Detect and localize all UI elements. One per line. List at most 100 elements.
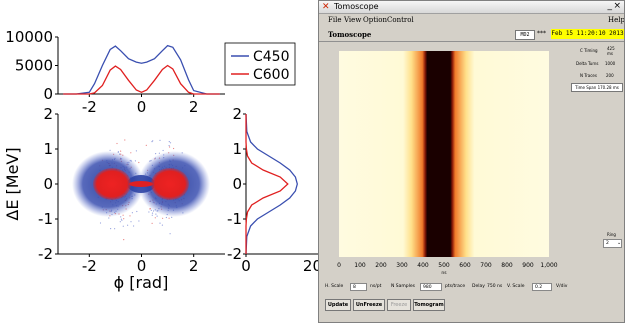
scatter-point (150, 209, 152, 211)
menu-option[interactable]: Option (363, 16, 387, 24)
right-xtick-label: 0 (241, 257, 251, 275)
h-scale-unit: ns/pt (370, 284, 382, 289)
c600-cloud-left (93, 168, 131, 200)
scatter-point (169, 142, 172, 144)
scatter-ytick-label: -2 (38, 245, 53, 263)
header-row: Tomoscope MD2 *** Feb 15 11:20:10 2013 (319, 27, 624, 42)
scatter-point (152, 140, 154, 142)
scatter-point (159, 222, 161, 224)
tomoscope-xtick-label: 300 (396, 262, 408, 269)
scatter-point (114, 228, 116, 230)
scatter-point (138, 220, 140, 222)
top-ytick-label: 0 (43, 85, 53, 103)
top-series-c600 (63, 64, 220, 95)
scatter-point (148, 211, 150, 213)
ring-selector[interactable]: 2 (603, 239, 622, 248)
v-scale-select[interactable]: 0.2 (532, 283, 552, 291)
scatter-point (134, 160, 136, 162)
tomogram-button[interactable]: Tomogram (413, 299, 445, 311)
right-ytick-label: 1 (232, 140, 242, 158)
c600-cloud-waist (129, 181, 153, 187)
scatter-xtick-label: 2 (189, 257, 199, 275)
top-xtick-label: 0 (137, 98, 147, 116)
h-scale-select[interactable]: 8 (350, 283, 367, 291)
scatter-point (136, 210, 138, 213)
scatter-point (135, 150, 137, 152)
scatter-point (162, 217, 164, 219)
ring-dropdown-icon[interactable]: ⌄ (617, 240, 622, 246)
scatter-point (124, 139, 126, 141)
scatter-point (156, 215, 158, 217)
tomoscope-xtick-label: 200 (375, 262, 387, 269)
md-selector[interactable]: MD2 (515, 30, 535, 40)
v-scale-unit: V/div (556, 284, 568, 289)
tomoscope-xtick-label: 500 (438, 262, 450, 269)
status-stars: *** (537, 30, 546, 37)
scatter-point (155, 153, 157, 155)
h-scale-label: H. Scale (325, 284, 344, 289)
y-axis-label: ΔE [MeV] (3, 147, 22, 220)
scatter-point (116, 142, 118, 145)
tomoscope-heatmap (339, 51, 549, 257)
tomoscope-x-unit: ns (441, 271, 447, 275)
n-samples-label: N Samples (391, 284, 416, 289)
legend-label-c450: C450 (253, 49, 290, 65)
tomoscope-window: ✕ Tomoscope _ × File View Option Control… (318, 0, 625, 323)
unfreeze-button[interactable]: UnFreeze (353, 299, 385, 311)
window-title: Tomoscope (334, 2, 379, 11)
scatter-ticks: -2 -1 0 1 2 -2 0 2 (38, 105, 198, 275)
scatter-point (130, 221, 132, 223)
top-ytick-label: 5000 (15, 57, 53, 75)
tomoscope-xtick-label: 400 (417, 262, 429, 269)
update-button[interactable]: Update (325, 299, 351, 311)
delay-value: 750 ns (487, 284, 503, 289)
scatter-xtick-label: -2 (82, 257, 97, 275)
scatter-point (120, 150, 122, 152)
minimize-button[interactable]: _ (607, 1, 613, 11)
scatter-point (122, 214, 124, 216)
scatter-point (168, 141, 170, 143)
top-projection-plot: 0 5000 10000 -2 0 2 (5, 28, 225, 116)
delta-turns-value: 1000 (605, 61, 616, 66)
right-ytick-label: -1 (227, 210, 242, 228)
right-projection-plot: -2 -1 0 1 2 0 2000 (227, 105, 318, 275)
scatter-ytick-label: -1 (38, 210, 53, 228)
scatter-ytick-label: 2 (43, 105, 53, 123)
c600-cloud-right (151, 168, 189, 200)
right-xtick-label: 2000 (303, 257, 318, 275)
menu-control[interactable]: Control (387, 16, 414, 24)
delay-label: Delay (472, 284, 485, 289)
menu-bar: File View Option Control Help (319, 14, 624, 26)
scatter-point (165, 216, 167, 219)
tomoscope-xtick-label: 800 (501, 262, 513, 269)
date-display: Feb 15 11:20:10 2013 (551, 29, 624, 39)
tomoscope-xtick-label: 900 (522, 262, 534, 269)
scatter-point (110, 228, 112, 230)
tomoscope-plot: 0 100 200 300 400 500 600 700 800 900 1,000 ns (337, 51, 558, 275)
scatter-point (99, 222, 102, 224)
legend-box (224, 42, 296, 86)
top-ticks: 0 5000 10000 -2 0 2 (5, 28, 198, 116)
scatter-plot: -2 -1 0 1 2 -2 0 2 ϕ [rad] ΔE [MeV] (3, 105, 225, 292)
scatter-point (120, 216, 122, 218)
menu-file[interactable]: File (328, 16, 342, 24)
scatter-point (154, 217, 156, 219)
scatter-point (121, 219, 123, 221)
legend-label-c600: C600 (253, 67, 290, 83)
n-samples-select[interactable]: 980 (420, 283, 442, 291)
menu-help[interactable]: Help (608, 16, 625, 24)
tomoscope-xtick-label: 0 (337, 262, 341, 269)
scatter-point (161, 224, 163, 226)
scatter-point (151, 212, 154, 214)
scatter-point (122, 225, 124, 227)
menu-view[interactable]: View (344, 16, 362, 24)
scatter-point (169, 146, 171, 148)
close-button[interactable]: × (613, 1, 621, 11)
ring-label: Ring (607, 232, 616, 237)
scatter-point (151, 214, 153, 216)
top-xtick-label: 2 (189, 98, 199, 116)
scatter-point (145, 144, 147, 146)
scatter-point (133, 225, 135, 227)
scatter-point (168, 217, 170, 219)
freeze-button[interactable]: Freeze (387, 299, 411, 311)
